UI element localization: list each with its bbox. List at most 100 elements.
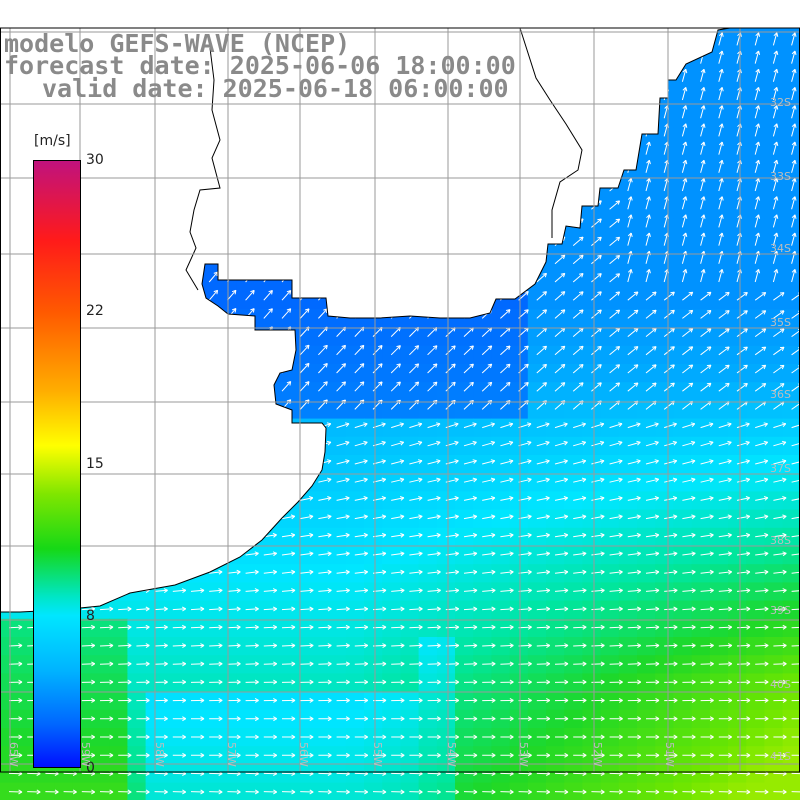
- speed-cell: [709, 309, 729, 329]
- speed-cell: [473, 418, 492, 438]
- speed-cell: [709, 364, 729, 383]
- speed-cell: [764, 327, 784, 347]
- speed-cell: [764, 72, 784, 92]
- speed-cell: [691, 327, 711, 347]
- speed-cell: [546, 418, 565, 438]
- speed-cell: [327, 400, 347, 420]
- speed-cell: [782, 327, 800, 347]
- speed-cell: [709, 254, 729, 274]
- speed-cell: [364, 364, 383, 383]
- speed-cell: [764, 54, 784, 74]
- speed-cell: [673, 273, 693, 292]
- speed-cell: [673, 309, 693, 329]
- speed-cell: [746, 345, 765, 365]
- latitude-label: 32S: [770, 96, 791, 109]
- speed-cell: [291, 400, 310, 420]
- speed-cell: [782, 309, 800, 329]
- longitude-label: 51W: [663, 742, 676, 767]
- speed-cell: [746, 91, 765, 110]
- speed-cell: [764, 400, 784, 420]
- speed-cell: [764, 418, 784, 438]
- speed-cell: [746, 145, 765, 165]
- speed-cell: [782, 236, 800, 256]
- speed-cell: [673, 364, 693, 383]
- speed-cell: [400, 418, 420, 438]
- speed-cell: [728, 163, 747, 183]
- speed-cell: [728, 127, 747, 147]
- longitude-label: 53W: [517, 742, 530, 767]
- speed-cell: [673, 327, 693, 347]
- speed-cell: [564, 418, 583, 438]
- speed-cell: [655, 182, 674, 201]
- speed-cell: [746, 182, 765, 201]
- speed-cell: [655, 254, 674, 274]
- speed-cell: [764, 309, 784, 329]
- speed-cell: [637, 218, 656, 238]
- speed-cell: [764, 364, 784, 383]
- speed-cell: [709, 163, 729, 183]
- speed-cell: [764, 291, 784, 310]
- speed-cell: [673, 127, 693, 147]
- speed-cell: [782, 364, 800, 383]
- longitude-label: 65W: [7, 742, 20, 767]
- speed-cell: [327, 364, 347, 383]
- speed-cell: [764, 127, 784, 147]
- speed-cell: [691, 127, 711, 147]
- speed-cell: [746, 327, 765, 347]
- speed-cell: [382, 345, 401, 365]
- speed-cell: [309, 309, 329, 329]
- speed-cell: [637, 418, 656, 438]
- speed-cell: [728, 327, 747, 347]
- speed-cell: [673, 163, 693, 183]
- speed-cell: [637, 182, 656, 201]
- colorbar: [33, 160, 81, 768]
- speed-cell: [746, 236, 765, 256]
- speed-cell: [345, 327, 365, 347]
- speed-cell: [345, 364, 365, 383]
- longitude-label: 57W: [225, 742, 238, 767]
- speed-cell: [764, 36, 784, 56]
- speed-cell: [709, 236, 729, 256]
- speed-cell: [673, 382, 693, 401]
- speed-cell: [309, 327, 329, 347]
- speed-cell: [691, 309, 711, 329]
- speed-cell: [655, 418, 674, 438]
- speed-cell: [746, 273, 765, 292]
- speed-cell: [673, 218, 693, 238]
- speed-cell: [709, 91, 729, 110]
- speed-cell: [709, 418, 729, 438]
- speed-cell: [746, 163, 765, 183]
- speed-cell: [637, 163, 656, 183]
- speed-cell: [746, 254, 765, 274]
- speed-cell: [709, 145, 729, 165]
- speed-cell: [782, 400, 800, 420]
- speed-cell: [382, 382, 401, 401]
- speed-cell: [309, 345, 329, 365]
- speed-cell: [673, 418, 693, 438]
- speed-cell: [728, 382, 747, 401]
- speed-cell: [782, 564, 800, 583]
- speed-cell: [382, 400, 401, 420]
- speed-cell: [728, 54, 747, 74]
- speed-cell: [746, 400, 765, 420]
- speed-cell: [364, 327, 383, 347]
- speed-cell: [782, 436, 800, 456]
- speed-cell: [618, 218, 638, 238]
- speed-cell: [728, 236, 747, 256]
- speed-cell: [291, 364, 310, 383]
- speed-cell: [764, 345, 784, 365]
- speed-cell: [691, 163, 711, 183]
- speed-cell: [691, 382, 711, 401]
- speed-cell: [418, 418, 438, 438]
- speed-cell: [273, 291, 292, 310]
- speed-cell: [364, 400, 383, 420]
- speed-cell: [782, 145, 800, 165]
- speed-cell: [382, 418, 401, 438]
- speed-cell: [618, 254, 638, 274]
- speed-cell: [691, 400, 711, 420]
- speed-cell: [364, 418, 383, 438]
- speed-cell: [637, 273, 656, 292]
- speed-cell: [709, 345, 729, 365]
- latitude-label: 36S: [770, 388, 791, 401]
